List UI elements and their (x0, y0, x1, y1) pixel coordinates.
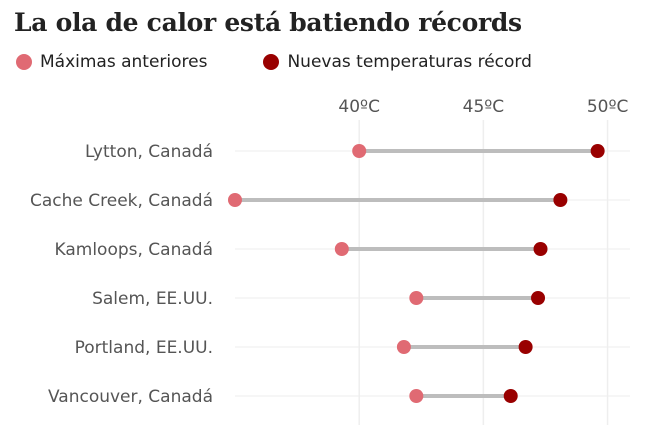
category-label: Kamloops, Canadá (55, 240, 214, 260)
legend: Máximas anteriores Nuevas temperaturas r… (16, 52, 532, 72)
point-previous-max (409, 389, 424, 403)
category-label: Salem, EE.UU. (92, 289, 213, 309)
legend-label-new: Nuevas temperaturas récord (287, 52, 532, 72)
x-tick-label: 45ºC (463, 97, 505, 117)
point-new-record (503, 389, 518, 403)
x-tick-label: 50ºC (587, 97, 629, 117)
point-previous-max (228, 193, 242, 207)
point-new-record (518, 340, 533, 354)
point-previous-max (352, 144, 367, 158)
chart-title: La ola de calor está batiendo récords (14, 8, 522, 37)
point-new-record (553, 193, 568, 207)
legend-label-previous: Máximas anteriores (40, 52, 208, 72)
legend-item-new: Nuevas temperaturas récord (263, 52, 532, 72)
point-new-record (590, 144, 605, 158)
category-label: Vancouver, Canadá (48, 387, 213, 407)
point-new-record (533, 242, 548, 256)
point-previous-max (396, 340, 411, 354)
point-previous-max (334, 242, 349, 256)
x-tick-label: 40ºC (338, 97, 380, 117)
legend-dot-previous (16, 54, 32, 70)
legend-item-previous: Máximas anteriores (16, 52, 207, 72)
category-label: Cache Creek, Canadá (30, 191, 213, 211)
point-new-record (531, 291, 546, 305)
category-label: Portland, EE.UU. (75, 338, 213, 358)
category-label: Lytton, Canadá (85, 142, 213, 162)
point-previous-max (409, 291, 424, 305)
legend-dot-new (263, 54, 280, 70)
